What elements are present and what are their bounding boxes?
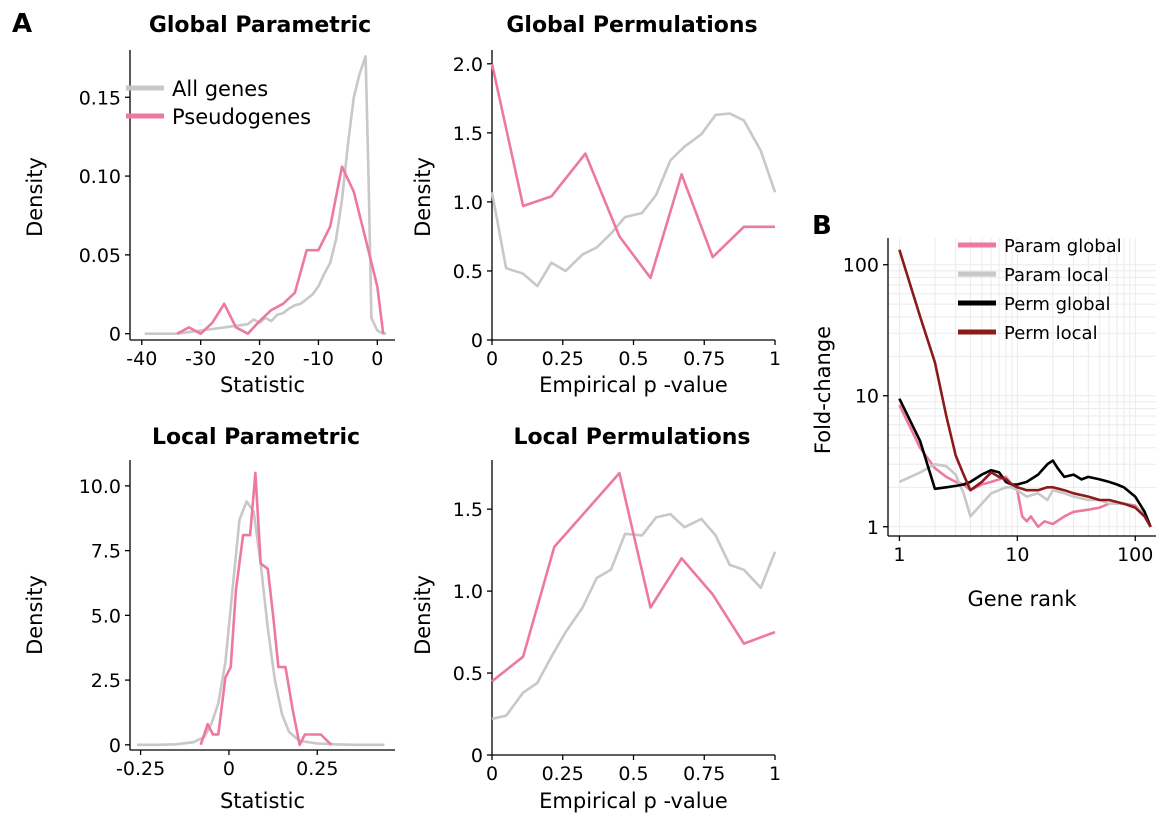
y-tick-label: 0.5 (453, 261, 483, 283)
chart-lperm: 0 0.25 0.5 0.75 1 0 0.5 1.0 1.5 Local Permulation… (411, 425, 781, 813)
x-tick-label: 10 (1005, 544, 1029, 566)
series-line-all-genes (490, 112, 777, 288)
x-axis-label: Statistic (220, 373, 305, 397)
legend-label: Pseudogenes (172, 105, 311, 129)
series-line-pseudogenes (490, 63, 775, 280)
y-tick-label: 1 (867, 517, 879, 539)
y-tick-label: 7.5 (91, 541, 121, 563)
y-tick-label: 0.15 (79, 87, 121, 109)
panel-label-a: A (12, 9, 32, 39)
chart-gp: -40 -30 -20 -10 0 0 0.05 0.10 0.15 Global Paramet… (23, 13, 395, 397)
y-axis-label: Density (23, 157, 47, 237)
series-line-pseudogenes (199, 471, 333, 747)
legend: All genes Pseudogenes (126, 77, 311, 129)
x-axis-label: Gene rank (967, 587, 1077, 611)
x-tick-label: -30 (185, 348, 216, 370)
y-tick-label: 0.10 (79, 166, 121, 188)
x-tick-label: 0 (486, 763, 498, 785)
y-tick-label: 2.0 (453, 54, 483, 76)
series-line-pseudogenes (491, 471, 776, 683)
series-line-all-genes (137, 500, 385, 747)
legend-label: All genes (172, 77, 268, 101)
y-tick-label: 1.5 (453, 123, 483, 145)
x-tick-label: -20 (244, 348, 275, 370)
series-line-all-genes (144, 55, 387, 335)
y-tick-label: 0 (471, 745, 483, 767)
y-axis-label: Fold-change (811, 326, 835, 454)
y-tick-label: 1.0 (453, 192, 483, 214)
y-tick-label: 10 (855, 386, 879, 408)
y-axis-label: Density (411, 157, 435, 237)
x-tick-label: -40 (126, 348, 157, 370)
x-tick-label: -10 (303, 348, 334, 370)
x-tick-label: 1 (893, 544, 905, 566)
chart-title: Local Parametric (152, 425, 360, 450)
y-axis-label: Density (411, 575, 435, 655)
chart-gperm: 0 0.25 0.5 0.75 1 0 0.5 1.0 1.5 2.0 Global Permula… (411, 13, 781, 397)
chart-title: Local Permulations (513, 425, 750, 450)
x-tick-label: -0.25 (116, 758, 165, 780)
y-tick-label: 2.5 (91, 670, 121, 692)
y-tick-label: 0 (471, 330, 483, 352)
series-line-perm-global (898, 398, 1152, 528)
x-tick-label: 0 (371, 348, 383, 370)
y-tick-label: 0 (109, 324, 121, 346)
x-axis-label: Empirical p -value (539, 789, 728, 813)
legend-label: Param local (1004, 265, 1109, 286)
chart-title: Global Permulations (506, 13, 757, 38)
y-tick-label: 10.0 (79, 476, 121, 498)
legend-label: Perm global (1004, 294, 1111, 315)
y-tick-label: 0.5 (453, 663, 483, 685)
y-tick-label: 100 (843, 255, 879, 277)
x-tick-label: 100 (1117, 544, 1153, 566)
panel-label-b: B (812, 211, 832, 241)
y-tick-label: 5.0 (91, 605, 121, 627)
x-tick-label: 0 (486, 348, 498, 370)
chart-b: 1 10 100 1 10 100 Gene rank Fold-change Param gl… (811, 236, 1156, 611)
x-axis-label: Statistic (220, 789, 305, 813)
x-tick-label: 0 (223, 758, 235, 780)
x-tick-label: 0.25 (542, 763, 584, 785)
x-tick-label: 0.75 (683, 348, 725, 370)
x-tick-label: 1 (769, 763, 781, 785)
x-tick-label: 0.75 (683, 763, 725, 785)
y-tick-label: 1.5 (453, 499, 483, 521)
legend-label: Perm local (1004, 323, 1098, 344)
x-tick-label: 0.25 (296, 758, 338, 780)
y-axis-label: Density (23, 575, 47, 655)
y-tick-label: 0 (109, 735, 121, 757)
legend-label: Param global (1004, 236, 1122, 257)
x-tick-label: 1 (769, 348, 781, 370)
y-tick-label: 1.0 (453, 581, 483, 603)
y-tick-label: 0.05 (79, 245, 121, 267)
series-line-pseudogenes (176, 165, 385, 335)
legend: Param global Param local Perm global Perm l… (958, 236, 1122, 344)
series-line-param-local (898, 462, 1152, 528)
x-tick-label: 0.5 (618, 763, 648, 785)
chart-title: Global Parametric (149, 13, 371, 38)
x-axis-label: Empirical p -value (539, 373, 728, 397)
x-tick-label: 0.5 (618, 348, 648, 370)
series-line-perm-local (898, 249, 1152, 528)
x-tick-label: 0.25 (542, 348, 584, 370)
